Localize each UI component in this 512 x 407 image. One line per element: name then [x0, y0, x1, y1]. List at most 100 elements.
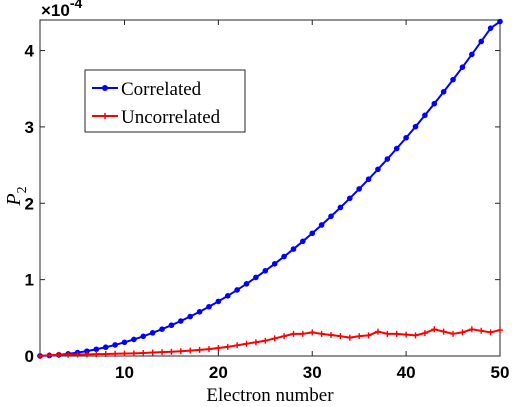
data-point — [403, 331, 410, 338]
data-point — [421, 330, 428, 337]
data-point — [178, 318, 184, 324]
data-point — [234, 342, 241, 349]
data-point — [224, 293, 231, 299]
data-point — [450, 330, 457, 337]
data-point — [459, 64, 466, 70]
legend-marker-uncorrelated — [102, 113, 108, 119]
data-point — [243, 281, 250, 287]
legend-box — [84, 69, 246, 133]
x-axis-label: Electron number — [206, 385, 334, 406]
data-point — [121, 350, 128, 357]
x-axis-ticks: 10 20 30 40 50 — [115, 20, 509, 382]
data-point — [487, 25, 494, 31]
data-point — [55, 351, 62, 358]
data-point — [356, 186, 362, 192]
data-point — [205, 346, 212, 353]
data-point — [112, 342, 118, 348]
data-point — [149, 349, 156, 356]
data-point — [403, 134, 409, 141]
data-point — [121, 339, 128, 346]
y-tick-label: 4 — [25, 42, 35, 61]
y-tick-label: 1 — [25, 271, 34, 290]
data-point — [487, 329, 494, 336]
data-point — [149, 330, 156, 336]
data-point — [74, 351, 81, 358]
data-point — [412, 332, 419, 339]
data-point — [356, 333, 363, 340]
y-tick-label: 3 — [25, 118, 34, 137]
data-point — [328, 213, 334, 220]
data-point — [281, 253, 287, 260]
data-point — [422, 112, 428, 119]
x-tick-label: 50 — [491, 363, 510, 382]
data-point — [309, 230, 316, 237]
data-point — [252, 339, 259, 346]
data-point — [168, 322, 175, 329]
data-point — [478, 38, 485, 45]
x-tick-label: 40 — [397, 363, 416, 382]
data-point — [450, 76, 456, 83]
data-point — [102, 350, 109, 357]
x-tick-label: 20 — [209, 363, 228, 382]
data-point — [469, 51, 475, 58]
data-point — [440, 328, 447, 335]
data-point — [318, 330, 325, 337]
data-point — [168, 348, 175, 355]
data-point — [102, 344, 109, 351]
data-point — [271, 335, 278, 342]
y-tick-label: 0 — [25, 347, 34, 366]
data-point — [112, 350, 119, 357]
data-point — [393, 330, 400, 337]
data-point — [384, 156, 391, 162]
data-point — [140, 349, 147, 356]
data-point — [196, 346, 203, 353]
data-point — [83, 351, 90, 358]
y-axis-label: P2 — [3, 186, 30, 206]
data-point — [215, 298, 222, 305]
data-point — [187, 347, 194, 354]
data-point — [224, 343, 231, 350]
data-point — [159, 326, 165, 332]
legend-label-correlated: Correlated — [121, 79, 202, 100]
data-point — [196, 308, 203, 315]
series-uncorrelated — [37, 326, 503, 359]
data-point — [365, 176, 372, 183]
data-point — [234, 287, 240, 293]
data-point — [318, 222, 325, 228]
data-point — [243, 340, 250, 347]
data-point — [440, 88, 447, 95]
y-axis-label-group: P2 — [3, 186, 30, 206]
data-point — [309, 329, 316, 336]
data-point — [130, 350, 137, 357]
data-point — [346, 195, 353, 202]
legend: Correlated Uncorrelated — [84, 69, 246, 133]
data-point — [262, 337, 269, 344]
y-tick-label: 2 — [25, 194, 34, 213]
data-point — [374, 328, 381, 335]
data-point — [93, 346, 100, 353]
data-point — [468, 326, 475, 333]
data-point — [65, 351, 72, 358]
data-point — [290, 246, 297, 252]
data-point — [281, 333, 288, 340]
data-point — [262, 267, 269, 274]
data-point — [431, 100, 438, 107]
data-point — [299, 330, 306, 337]
data-point — [412, 123, 419, 130]
data-point — [328, 332, 335, 338]
legend-label-uncorrelated: Uncorrelated — [121, 107, 221, 128]
data-point — [384, 330, 391, 337]
data-point — [478, 327, 485, 334]
x-tick-label: 30 — [303, 363, 322, 382]
data-point — [187, 313, 194, 320]
data-point — [497, 327, 503, 334]
data-point — [290, 330, 297, 337]
data-point — [131, 336, 137, 343]
data-point — [140, 333, 147, 340]
data-point — [346, 334, 353, 341]
data-point — [177, 348, 184, 355]
data-point — [431, 326, 438, 333]
x-tick-label: 10 — [115, 363, 134, 382]
data-point — [337, 204, 344, 211]
